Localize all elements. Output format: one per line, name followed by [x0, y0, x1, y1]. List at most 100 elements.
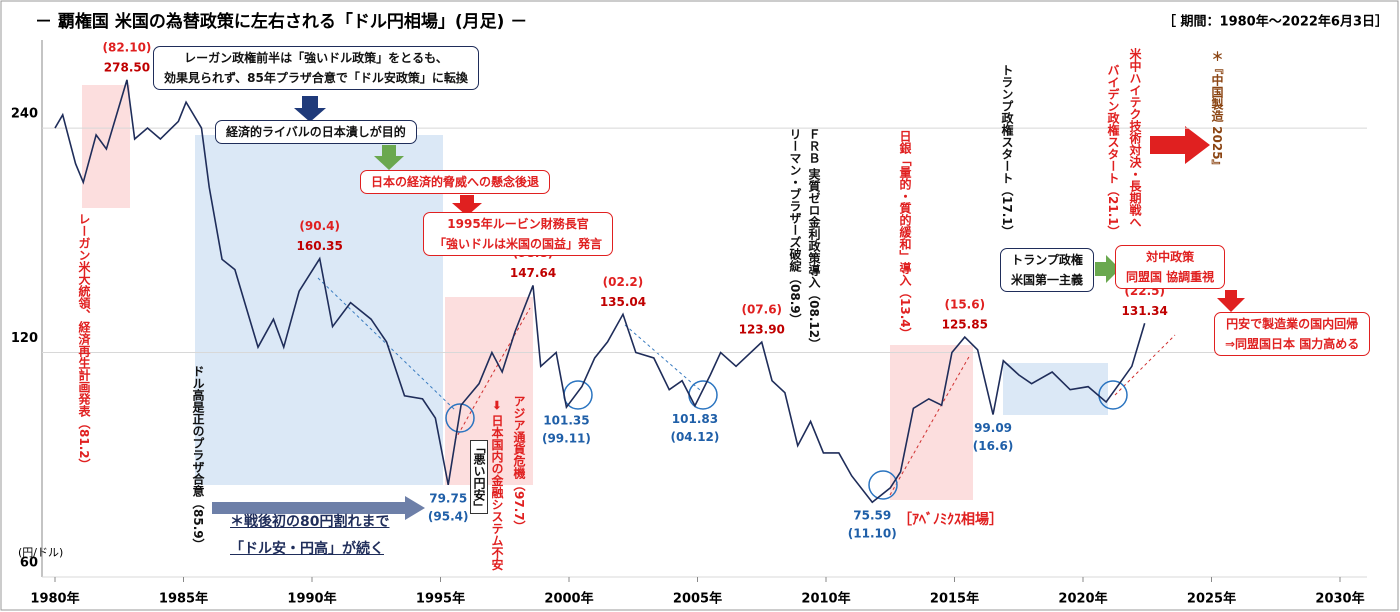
- circle: [688, 380, 718, 410]
- value-label: 99.09: [974, 421, 1012, 435]
- annotation: ➡ 日本国内の金融システム不安: [489, 400, 505, 570]
- annotation: 米中ハイテク技術対決・長期戦へ: [1127, 48, 1143, 228]
- trend: [454, 307, 531, 441]
- annotation-line: ＊戦後初の80円割れまで: [230, 514, 390, 530]
- annotation: 1995年ルービン財務長官 「強いドルは米国の国益」発言: [423, 212, 614, 256]
- annotation-line: 日銀「量的・質的緩和」導入（13.4）: [898, 130, 912, 340]
- arrow: [212, 496, 425, 520]
- value-label: 131.34: [1122, 304, 1168, 318]
- arrow: [374, 145, 404, 170]
- trend: [317, 277, 456, 411]
- value-label: 147.64: [510, 266, 556, 280]
- x-tick-label: 1990年: [287, 591, 336, 607]
- shade: [82, 85, 130, 208]
- annotation: アジア通貨危機（97.7）: [511, 395, 527, 533]
- annotation: バイデン政権スタート（21.1）: [1105, 64, 1121, 238]
- circle: [868, 470, 898, 500]
- x-tick-label: 1980年: [30, 591, 79, 607]
- annotation: 日本の経済的脅威への懸念後退: [360, 170, 551, 194]
- annotation-line: 「ドル安・円高」が続く: [230, 541, 384, 557]
- annotation-line: レーガン政権前半は「強いドル政策」をとるも、: [184, 51, 448, 65]
- value-label: 101.83: [672, 412, 718, 426]
- x-tick-label: 2015年: [930, 591, 979, 607]
- x-tick-label: 2025年: [1187, 591, 1236, 607]
- x-tick-label: 2010年: [801, 591, 850, 607]
- annotation-line: トランプ政権: [1011, 253, 1083, 267]
- annotation-line: アジア通貨危機（97.7）: [512, 395, 526, 533]
- x-tick-label: 1995年: [416, 591, 465, 607]
- annotation-line: 対中政策: [1146, 250, 1195, 264]
- date-label: (04.12): [670, 430, 719, 444]
- date-label: (16.6): [973, 439, 1014, 453]
- trend: [624, 324, 701, 391]
- annotation: トランプ政権 米国第一主義: [1000, 248, 1095, 292]
- annotation-line: リーマン・ブラザーズ破綻（08.9）: [788, 128, 802, 326]
- date-label: (90.4): [299, 219, 340, 233]
- annotation-line: 日本の経済的脅威への懸念後退: [371, 175, 540, 189]
- arrow: [1217, 290, 1245, 312]
- annotation: 円安で製造業の国内回帰 ⇒同盟国日本 国力高める: [1214, 312, 1371, 356]
- annotation: レーガン政権前半は「強いドル政策」をとるも、効果見られず、85年プラザ合意で「ド…: [153, 46, 479, 90]
- x-tick-label: 2030年: [1315, 591, 1364, 607]
- value-label: 123.90: [739, 323, 785, 337]
- annotation: ［ｱﾍﾞﾉﾐｸｽ相場］: [898, 510, 1003, 530]
- date-label: (15.6): [944, 298, 985, 312]
- annotation: リーマン・ブラザーズ破綻（08.9）: [787, 128, 803, 326]
- value-label: 278.50: [104, 60, 150, 74]
- y-tick-label: 240: [11, 107, 38, 122]
- chart-title: － 覇権国 米国の為替政策に左右される「ドル円相場」(月足) －: [35, 11, 527, 32]
- date-label: (11.10): [848, 527, 897, 541]
- annotation-line: ドル高是正のプラザ合意（85.9）: [191, 365, 205, 551]
- value-label: 125.85: [942, 318, 988, 332]
- price-line: [54, 79, 1146, 504]
- x-tick-label: 1985年: [159, 591, 208, 607]
- trend: [1114, 334, 1176, 396]
- annotation: ＦＲＢ 実質ゼロ金利政策導入（08.12）: [806, 128, 822, 350]
- annotation-line: 経済的ライバルの日本潰しが目的: [226, 125, 406, 139]
- annotation-line: ➡ 日本国内の金融システム不安: [490, 400, 504, 571]
- trend: [889, 354, 971, 496]
- shade: [890, 345, 973, 500]
- value-label: 135.04: [600, 295, 646, 309]
- annotation-line: 「悪い円安」: [472, 441, 486, 513]
- annotation-line: バイデン政権スタート（21.1）: [1106, 64, 1120, 238]
- arrow: [1150, 126, 1210, 164]
- annotation-line: 円安で製造業の国内回帰: [1226, 317, 1359, 331]
- annotation: トランプ政権スタート（17.1）: [999, 64, 1015, 238]
- date-label: (95.4): [428, 509, 469, 523]
- annotation-line: 効果見られず、85年プラザ合意で「ドル安政策」に転換: [164, 71, 468, 85]
- date-label: (02.2): [603, 275, 644, 289]
- value-label: 75.59: [853, 509, 891, 523]
- annotation-line: 米中ハイテク技術対決・長期戦へ: [1128, 48, 1142, 228]
- annotation-line: ＦＲＢ 実質ゼロ金利政策導入（08.12）: [807, 128, 821, 351]
- arrow: [452, 195, 482, 216]
- annotation: ＊『中国製造 2025』: [1209, 50, 1225, 172]
- date-label: (99.11): [542, 432, 591, 446]
- y-axis-label: (円/ドル): [18, 546, 63, 559]
- annotation: 「悪い円安」: [470, 440, 488, 514]
- annotation-line: 同盟国 協調重視: [1126, 270, 1215, 284]
- circle: [445, 403, 475, 433]
- chart-subtitle: ［ 期間：1980年～2022年6月3日］: [1163, 14, 1388, 30]
- decoration: [317, 277, 1176, 496]
- x-tick-label: 2000年: [544, 591, 593, 607]
- annotation-line: 1995年ルービン財務長官: [447, 217, 589, 231]
- annotation: レーガン米大統領、経済再生計画発表（81.2）: [76, 213, 92, 471]
- annotation-line: レーガン米大統領、経済再生計画発表（81.2）: [77, 213, 91, 471]
- x-tick-label: 2020年: [1058, 591, 1107, 607]
- x-tick-label: 2005年: [673, 591, 722, 607]
- y-tick-label: 60: [20, 556, 38, 571]
- annotation: 日銀「量的・質的緩和」導入（13.4）: [897, 130, 913, 340]
- annotation-line: ［ｱﾍﾞﾉﾐｸｽ相場］: [898, 512, 1003, 528]
- annotation-line: トランプ政権スタート（17.1）: [1000, 64, 1014, 238]
- annotation: ドル高是正のプラザ合意（85.9）: [190, 365, 206, 551]
- annotation: 「ドル安・円高」が続く: [230, 539, 384, 559]
- date-label: (07.6): [741, 303, 782, 317]
- annotation: 対中政策同盟国 協調重視: [1115, 245, 1226, 289]
- value-label: 101.35: [543, 414, 589, 428]
- date-label: (82.10): [102, 40, 151, 54]
- annotation-line: ＊『中国製造 2025』: [1210, 50, 1224, 172]
